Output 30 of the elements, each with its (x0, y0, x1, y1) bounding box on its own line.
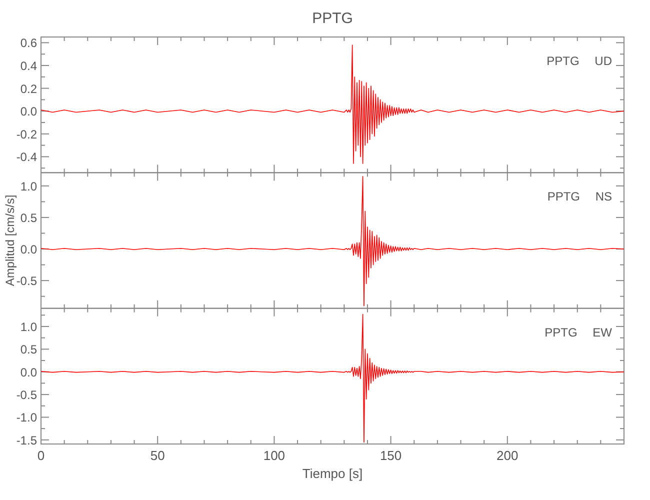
y-tick-label: -0.5 (16, 274, 38, 288)
x-tick-label: 150 (380, 448, 402, 463)
y-tick-label: 0.6 (20, 36, 38, 50)
y-tick-label: 0.0 (20, 242, 38, 257)
chart-title: PPTG (312, 10, 353, 27)
x-tick-label: 100 (263, 448, 286, 463)
y-tick-label: -0.5 (16, 388, 38, 402)
line-series (41, 176, 624, 306)
y-tick-label: 1.0 (20, 179, 38, 194)
y-tick-label: 1.0 (20, 320, 38, 334)
y-tick-label: -1.5 (16, 433, 38, 448)
annotation: PPTG NS (547, 190, 612, 204)
x-tick-label: 0 (37, 448, 45, 463)
x-axis-title: Tiempo [s] (302, 466, 363, 481)
annotation: PPTG EW (544, 325, 613, 340)
y-tick-label: 0.4 (20, 59, 38, 73)
y-tick-label: 0.0 (20, 104, 38, 119)
x-tick-label: 200 (496, 448, 518, 463)
line-series (41, 44, 624, 164)
x-tick-label: 50 (150, 448, 165, 463)
y-tick-label: 0.5 (20, 342, 38, 357)
y-tick-label: -0.2 (16, 127, 38, 142)
y-tick-label: -0.4 (16, 150, 38, 164)
line-series (41, 314, 624, 443)
y-tick-label: 0.2 (20, 82, 38, 96)
y-tick-label: 0.5 (20, 210, 38, 225)
annotation: PPTG UD (546, 54, 612, 68)
y-tick-label: -1.0 (16, 410, 38, 425)
y-axis-title: Amplitud [cm/s/s] (3, 194, 17, 286)
y-tick-label: 0.0 (20, 365, 38, 380)
